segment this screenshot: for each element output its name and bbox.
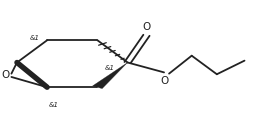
Polygon shape: [93, 62, 128, 89]
Text: O: O: [160, 76, 168, 86]
Text: &1: &1: [29, 35, 40, 41]
Text: O: O: [2, 70, 10, 81]
Text: &1: &1: [49, 102, 58, 108]
Text: &1: &1: [105, 65, 115, 71]
Text: O: O: [142, 22, 151, 32]
